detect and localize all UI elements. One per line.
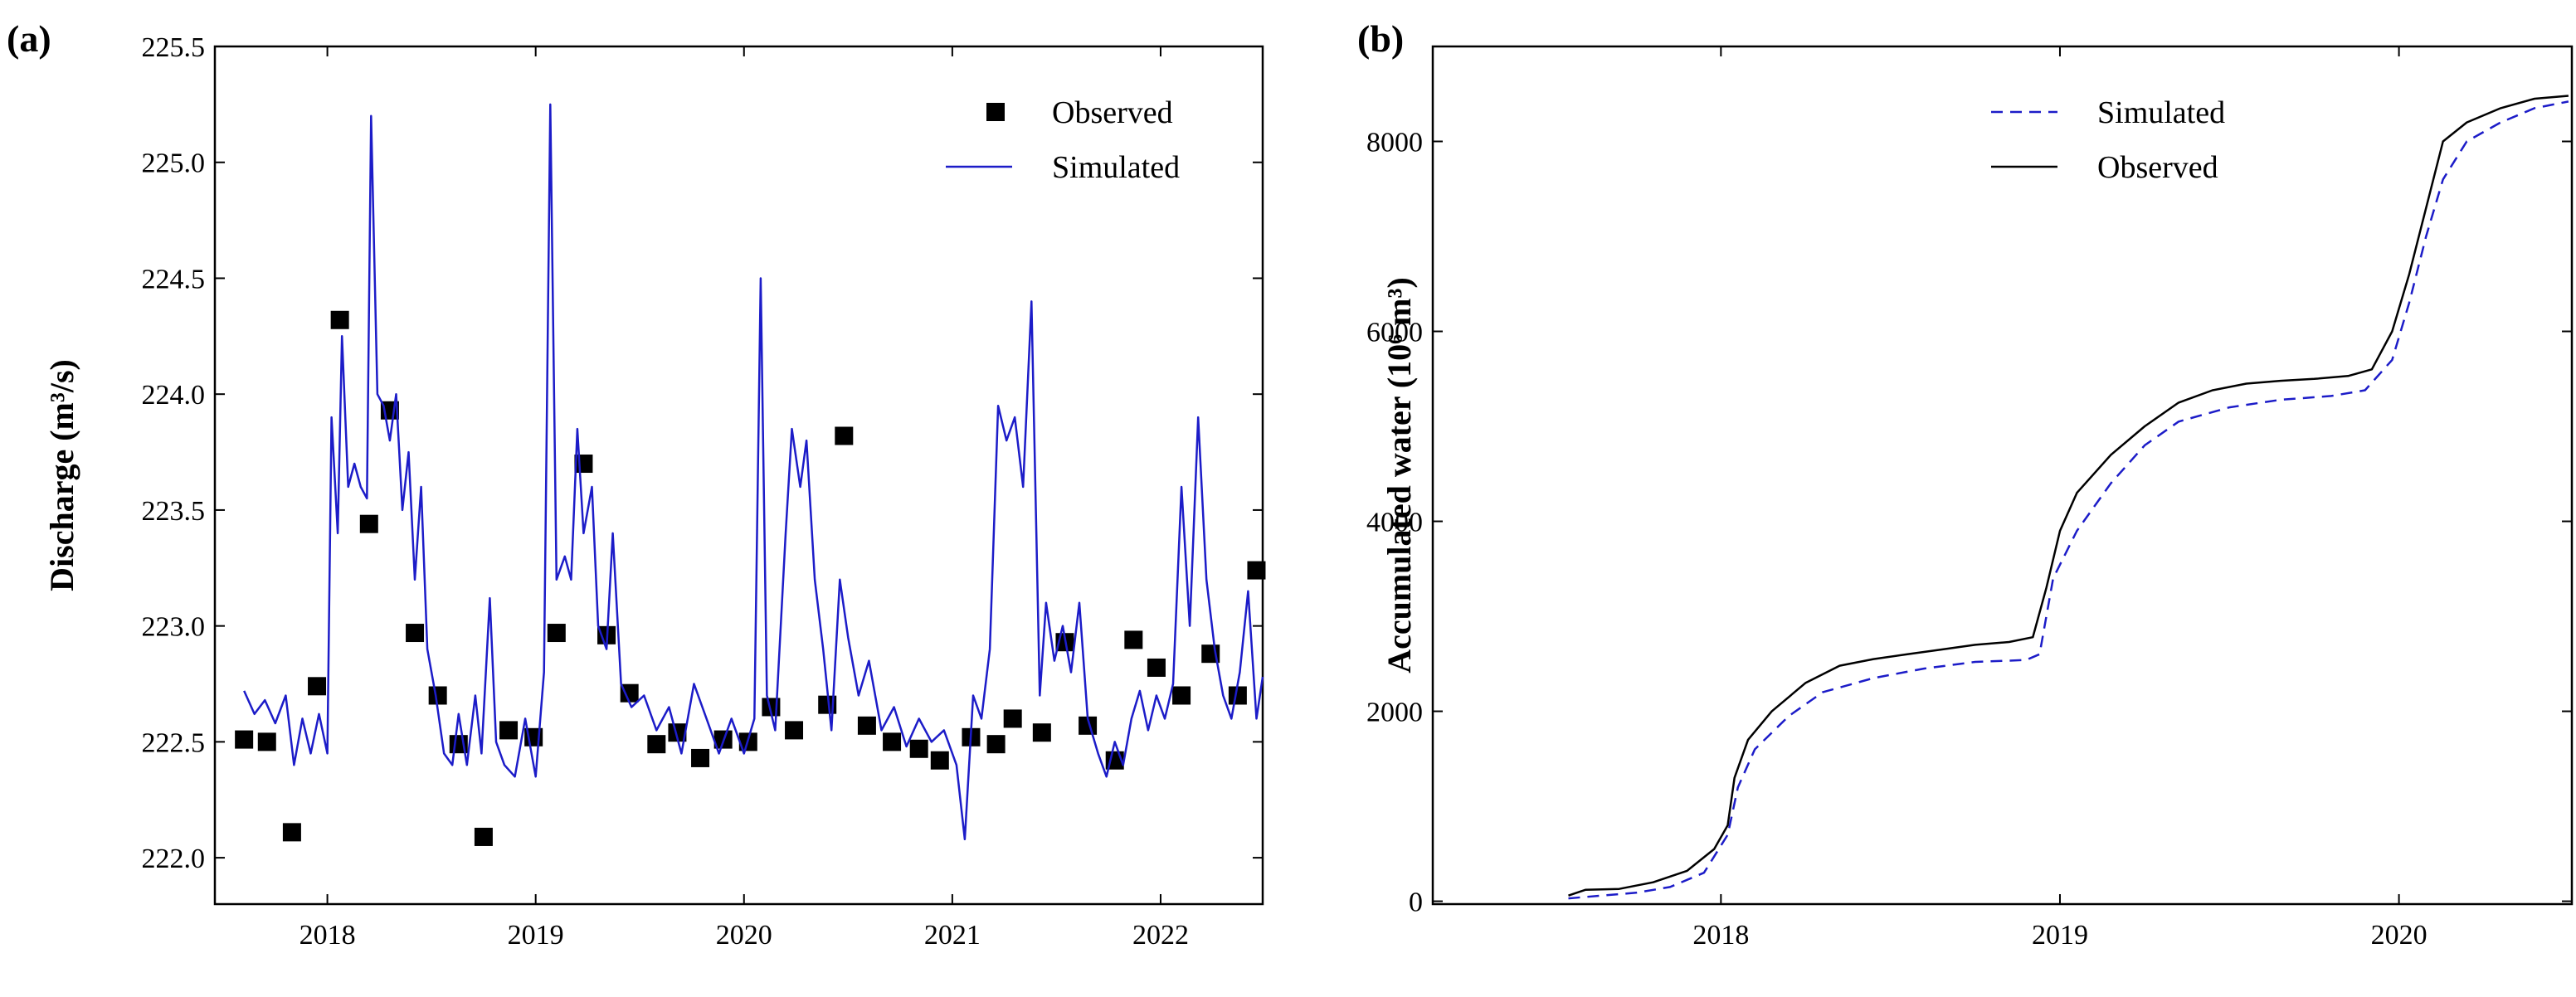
- panel-label: (b): [1357, 17, 1404, 60]
- panel: (a) Discharge (m³/s) 222.0 222.5 223.0 223.5 2…: [7, 17, 1266, 951]
- observed-point: [1003, 709, 1022, 728]
- legend-marker: [986, 103, 1005, 121]
- observed-point: [1228, 686, 1247, 705]
- plot-frame: [1431, 45, 2574, 906]
- x-tick-label: 2021: [924, 920, 981, 951]
- y-tick-label: 2000: [1366, 698, 1423, 728]
- y-tick-label: 8000: [1366, 128, 1423, 158]
- y-tick-label: 222.5: [142, 727, 206, 758]
- x-tick-label: 2019: [508, 920, 564, 951]
- panel-label: (a): [7, 17, 51, 60]
- y-tick-label: 225.0: [142, 148, 206, 179]
- y-tick-label: 0: [1409, 888, 1423, 918]
- observed-point: [930, 751, 949, 770]
- observed-point: [547, 624, 566, 643]
- observed-point: [257, 732, 276, 751]
- observed-point: [1079, 716, 1098, 735]
- y-axis-label: Accumulated water (10⁶ m³): [1381, 277, 1418, 674]
- observed-point: [883, 732, 902, 751]
- x-tick-label: 2020: [716, 920, 772, 951]
- observed-point: [474, 827, 493, 846]
- observed-point: [499, 721, 519, 740]
- y-tick-label: 224.5: [142, 264, 206, 294]
- observed-point: [668, 723, 687, 742]
- observed-point: [835, 426, 854, 445]
- x-tick-label: 2018: [1692, 920, 1749, 951]
- observed-point: [1172, 686, 1191, 705]
- legend-label: Observed: [1052, 95, 1173, 130]
- observed-point: [308, 677, 327, 696]
- y-axis-label: Discharge (m³/s): [43, 359, 80, 591]
- y-tick-label: 6000: [1366, 318, 1423, 348]
- observed-point: [647, 735, 666, 754]
- series-line: [1568, 95, 2569, 897]
- observed-point: [330, 310, 349, 329]
- observed-point: [1247, 561, 1266, 580]
- observed-point: [428, 686, 447, 705]
- x-tick-label: 2022: [1132, 920, 1189, 951]
- plot-frame: [213, 45, 1264, 906]
- observed-point: [620, 683, 639, 703]
- x-tick-label: 2019: [2032, 920, 2088, 951]
- observed-point: [406, 624, 425, 643]
- observed-point: [909, 739, 928, 758]
- legend-label: Simulated: [2097, 95, 2225, 130]
- observed-point: [235, 730, 254, 749]
- y-tick-label: 222.0: [142, 844, 206, 874]
- series-line: [1568, 100, 2569, 900]
- observed-point: [1147, 658, 1166, 677]
- legend-label: Observed: [2097, 150, 2218, 185]
- observed-point: [359, 514, 378, 533]
- y-tick-label: 4000: [1366, 508, 1423, 538]
- observed-point: [785, 721, 804, 740]
- observed-point: [282, 823, 301, 842]
- observed-point: [986, 735, 1006, 754]
- x-tick-label: 2018: [299, 920, 356, 951]
- y-tick-label: 225.5: [142, 32, 206, 63]
- y-tick-label: 223.0: [142, 612, 206, 643]
- observed-point: [1124, 630, 1143, 649]
- legend-label: Simulated: [1052, 150, 1180, 185]
- observed-point: [1032, 723, 1051, 742]
- panel: (b) Accumulated water (10⁶ m³) 0 2000 4000 60…: [1357, 17, 2574, 951]
- y-tick-label: 224.0: [142, 380, 206, 411]
- series-line: [243, 103, 1264, 841]
- observed-point: [857, 716, 876, 735]
- y-tick-label: 223.5: [142, 496, 206, 527]
- observed-point: [691, 748, 710, 767]
- x-tick-label: 2020: [2371, 920, 2427, 951]
